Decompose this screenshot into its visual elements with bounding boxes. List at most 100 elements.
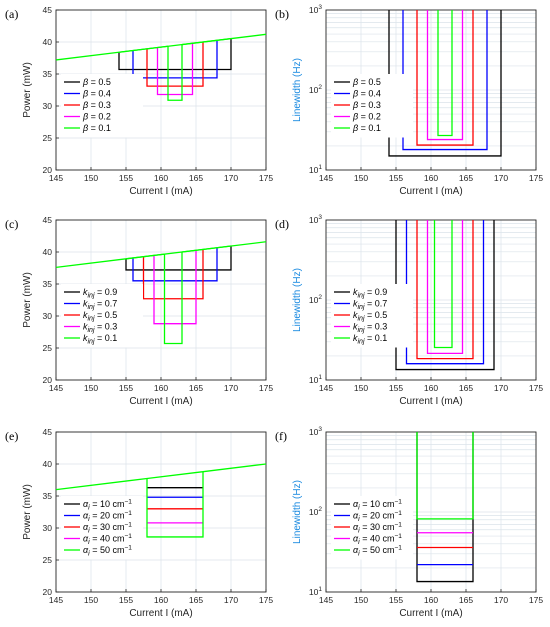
legend-entry-1: kinj = 0.9	[353, 287, 387, 300]
x-axis-label: Current I (mA)	[129, 608, 192, 619]
y-axis-label: Power (mW)	[22, 484, 33, 540]
legend-text-part: −1	[124, 522, 132, 529]
x-tick-label: 165	[459, 173, 473, 183]
y-tick-label: 40	[43, 37, 53, 47]
panel-label: (f)	[275, 429, 287, 443]
x-tick-label: 170	[224, 595, 238, 605]
legend-text-part: k	[353, 322, 358, 332]
legend-entry-4: kinj = 0.3	[83, 322, 117, 335]
y-tick-label: 25	[43, 343, 53, 353]
legend-text-part: k	[83, 322, 88, 332]
series-curve-3	[142, 249, 204, 300]
data-marks	[56, 241, 266, 345]
y-tick-label: 20	[43, 587, 53, 597]
y-axis-label: Linewidth (Hz)	[292, 268, 303, 332]
legend-text-part: k	[83, 287, 88, 297]
legend-text-part: i	[88, 505, 90, 512]
legend-text-part: i	[358, 528, 360, 535]
legend-text-part: inj	[358, 316, 365, 323]
x-tick-label: 165	[189, 383, 203, 393]
legend-text-part: α	[353, 534, 359, 544]
y-tick-label: 102	[309, 294, 322, 305]
y-tick-base: 10	[309, 165, 319, 175]
x-tick-label: 170	[494, 383, 508, 393]
legend-box	[331, 496, 413, 560]
y-tick-exponent: 1	[318, 374, 322, 381]
x-tick-label: 145	[319, 383, 333, 393]
legend-text-part: = 0.5	[88, 77, 111, 87]
legend-entry-3: αi = 30 cm−1	[83, 522, 132, 535]
x-tick-label: 170	[224, 173, 238, 183]
legend-text-part: inj	[358, 339, 365, 346]
y-tick-label: 103	[309, 426, 322, 437]
x-tick-label: 160	[154, 595, 168, 605]
y-tick-exponent: 1	[318, 164, 322, 171]
y-tick-base: 10	[309, 215, 319, 225]
legend-entry-1: β = 0.5	[352, 77, 381, 87]
y-tick-label: 103	[309, 214, 322, 225]
series-curve-4	[153, 250, 197, 325]
legend-text-part: α	[353, 499, 359, 509]
legend-text-part: α	[83, 511, 89, 521]
axes-box	[55, 9, 267, 171]
legend-text-part: i	[358, 551, 360, 558]
y-axis-label: Linewidth (Hz)	[292, 480, 303, 544]
legend-box	[331, 284, 413, 348]
legend-text-part: = 0.1	[358, 123, 381, 133]
x-tick-label: 145	[319, 595, 333, 605]
legend-text-part: = 0.1	[95, 333, 118, 343]
legend-entry-4: kinj = 0.3	[353, 322, 387, 335]
legend-entry-1: kinj = 0.9	[83, 287, 117, 300]
legend-entry-5: kinj = 0.1	[83, 333, 117, 346]
legend-text-part: i	[358, 516, 360, 523]
data-marks	[56, 33, 266, 101]
legend-text-part: = 0.5	[95, 310, 118, 320]
y-tick-exponent: 2	[318, 84, 322, 91]
legend-text-part: k	[83, 310, 88, 320]
y-tick-exponent: 2	[318, 506, 322, 513]
x-tick-label: 165	[189, 595, 203, 605]
x-tick-label: 175	[529, 595, 543, 605]
y-tick-label: 102	[309, 84, 322, 95]
x-axis-label: Current I (mA)	[399, 396, 462, 407]
legend-entry-5: β = 0.1	[82, 123, 111, 133]
legend-text-part: β	[82, 89, 88, 99]
legend-text-part: = 50 cm	[360, 545, 395, 555]
x-tick-label: 150	[84, 383, 98, 393]
x-tick-label: 155	[119, 383, 133, 393]
y-tick-label: 101	[309, 374, 322, 385]
y-tick-base: 10	[309, 427, 319, 437]
legend-text-part: = 0.4	[88, 89, 111, 99]
data-marks	[56, 463, 266, 538]
x-tick-label: 150	[354, 383, 368, 393]
x-tick-label: 160	[424, 595, 438, 605]
legend-text-part: β	[82, 123, 88, 133]
legend-text-part: −1	[394, 522, 402, 529]
legend-text-part: = 30 cm	[360, 522, 395, 532]
legend-text-part: inj	[88, 316, 95, 323]
x-tick-label: 175	[259, 383, 273, 393]
x-tick-label: 150	[354, 595, 368, 605]
chart-panel-1: 145 150 155 160 165 170 175 20 25 30 35 40 45 Current…	[5, 5, 273, 197]
y-tick-label: 101	[309, 164, 322, 175]
legend-text-part: −1	[394, 545, 402, 552]
legend-entry-1: β = 0.5	[82, 77, 111, 87]
legend-text-part: = 0.3	[95, 322, 118, 332]
y-tick-label: 25	[43, 133, 53, 143]
series-curve-5	[433, 220, 453, 349]
legend-text-part: α	[83, 499, 89, 509]
legend-entry-3: αi = 30 cm−1	[353, 522, 402, 535]
y-tick-base: 10	[309, 295, 319, 305]
legend-text-part: −1	[394, 510, 402, 517]
y-axis-label: Power (mW)	[22, 272, 33, 328]
x-tick-label: 150	[84, 595, 98, 605]
series-curve-1	[118, 38, 232, 71]
legend-entry-4: αi = 40 cm−1	[83, 533, 132, 546]
x-tick-label: 170	[494, 173, 508, 183]
legend-text-part: α	[83, 522, 89, 532]
y-tick-label: 45	[43, 215, 53, 225]
legend-text-part: k	[83, 333, 88, 343]
base-line-right	[202, 463, 266, 473]
legend-entry-2: kinj = 0.7	[83, 299, 117, 312]
y-tick-label: 20	[43, 375, 53, 385]
